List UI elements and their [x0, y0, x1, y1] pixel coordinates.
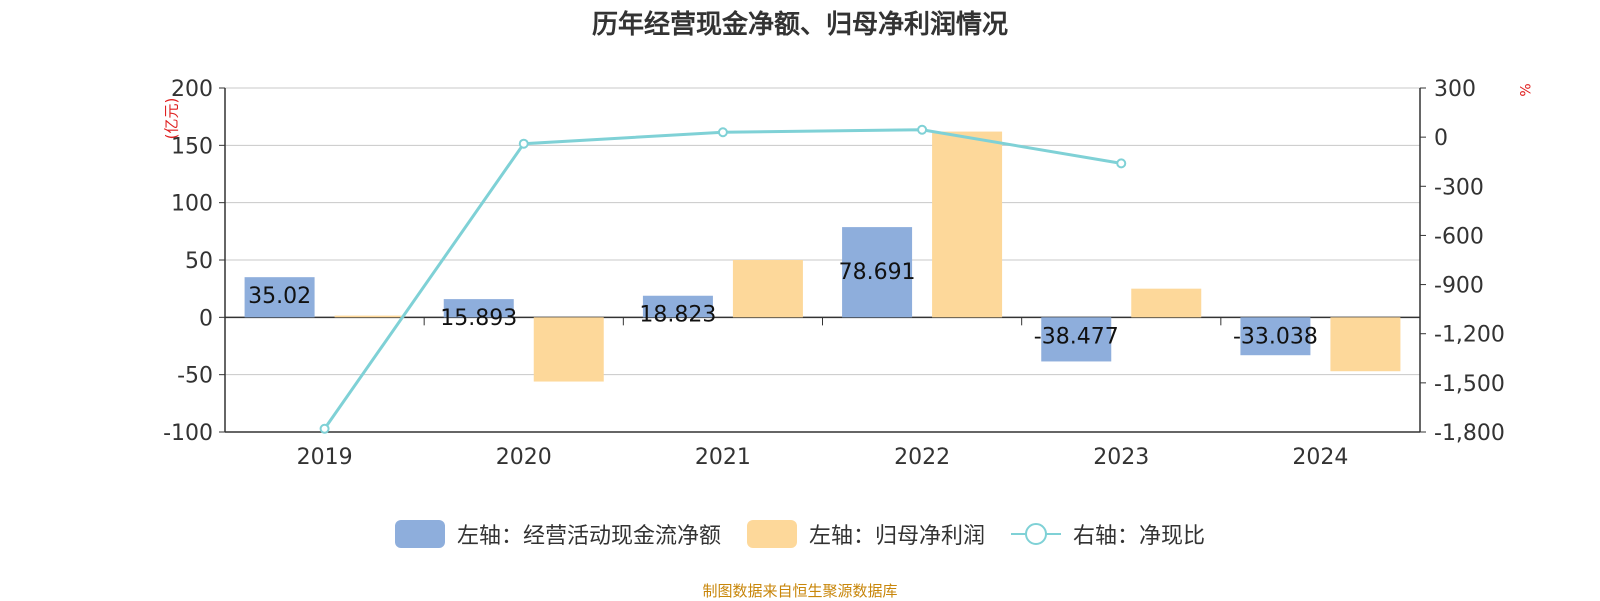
legend-item-netprofit[interactable]: 左轴：归母净利润 [746, 518, 985, 550]
legend-swatch-cashflow [394, 520, 445, 548]
line-point [717, 127, 728, 138]
line-point [917, 124, 928, 135]
right-tick-label: -600 [1434, 224, 1484, 249]
line-point [319, 423, 330, 434]
left-tick-label: 100 [171, 192, 213, 217]
bar-cashflow [642, 295, 713, 318]
right-tick-label: -1,500 [1434, 372, 1505, 397]
right-tick-label: -1,800 [1434, 421, 1505, 446]
bar-cashflow [443, 299, 514, 318]
bar-netprofit [1330, 317, 1401, 372]
left-tick-label: 150 [171, 134, 213, 159]
bar-netprofit [732, 260, 803, 318]
legend-item-ratio[interactable]: 右轴：净现比 [1011, 518, 1205, 550]
x-tick-label: 2024 [1292, 445, 1348, 470]
bar-cashflow [1240, 317, 1311, 356]
bar-netprofit [334, 315, 405, 318]
bar-cashflow [244, 277, 315, 318]
bar-data-label: 35.02 [248, 284, 311, 309]
source-footer: 制图数据来自恒生聚源数据库 [702, 582, 898, 600]
bar-cashflow [1041, 317, 1112, 362]
bar-netprofit [1131, 288, 1202, 318]
legend-swatch-ratio [1011, 520, 1061, 548]
bar-cashflow [842, 227, 913, 318]
bar-data-label: -33.038 [1233, 324, 1318, 349]
left-tick-label: 50 [185, 249, 213, 274]
left-tick-label: -100 [163, 421, 213, 446]
legend-label-netprofit: 左轴：归母净利润 [808, 524, 985, 549]
x-tick-label: 2020 [496, 445, 552, 470]
right-tick-label: 0 [1434, 126, 1448, 151]
right-tick-label: -1,200 [1434, 323, 1505, 348]
right-tick-label: -900 [1434, 274, 1484, 299]
line-point [1116, 158, 1127, 169]
right-tick-label: 300 [1434, 77, 1476, 102]
bar-data-label: 78.691 [839, 260, 916, 285]
bar-netprofit [932, 131, 1003, 318]
legend: 左轴：经营活动现金流净额 左轴：归母净利润 右轴：净现比 [0, 518, 1600, 550]
legend-item-cashflow[interactable]: 左轴：经营活动现金流净额 [394, 518, 721, 550]
x-tick-label: 2022 [894, 445, 950, 470]
x-tick-label: 2021 [695, 445, 751, 470]
bar-data-label: 18.823 [639, 303, 716, 328]
left-tick-label: -50 [177, 364, 213, 389]
bar-data-label: 15.893 [440, 306, 517, 331]
line-point [518, 138, 529, 149]
bar-data-label: -38.477 [1034, 324, 1119, 349]
left-tick-label: 200 [171, 77, 213, 102]
right-tick-label: -300 [1434, 175, 1484, 200]
bar-netprofit [533, 317, 604, 382]
legend-swatch-netprofit [746, 520, 797, 548]
chart-title: 历年经营现金净额、归母净利润情况 [591, 10, 1008, 40]
legend-label-cashflow: 左轴：经营活动现金流净额 [456, 524, 721, 549]
left-tick-label: 0 [199, 306, 213, 331]
x-tick-label: 2023 [1093, 445, 1149, 470]
x-tick-label: 2019 [297, 445, 353, 470]
legend-label-ratio: 右轴：净现比 [1073, 524, 1206, 549]
